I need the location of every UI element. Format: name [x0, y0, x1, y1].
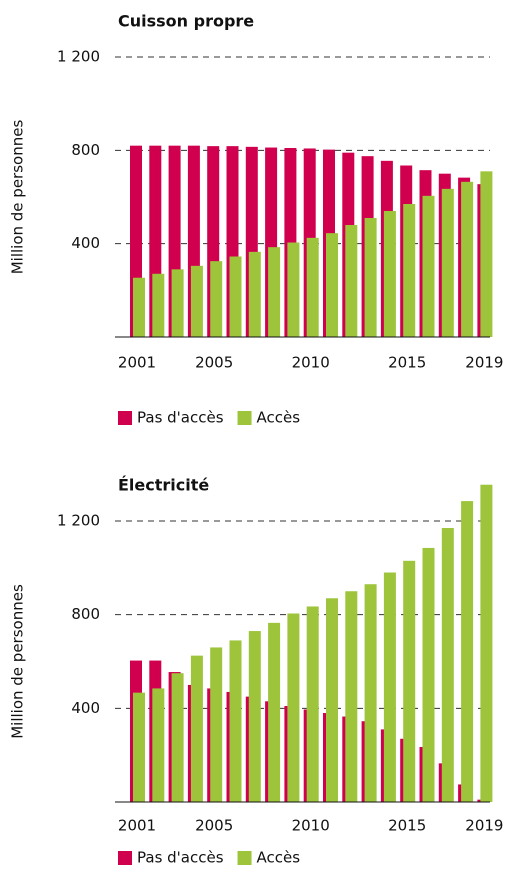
- bar: [326, 233, 338, 337]
- bar: [364, 218, 377, 337]
- bar: [326, 598, 338, 802]
- y-axis-label: Million de personnes: [9, 120, 27, 275]
- y-tick-label: 1 200: [57, 48, 100, 66]
- bar: [133, 277, 145, 337]
- bar: [190, 265, 203, 337]
- bar: [441, 188, 454, 337]
- bar: [364, 584, 377, 802]
- bar: [133, 692, 145, 802]
- bar: [229, 256, 242, 337]
- chart-title: Électricité: [118, 476, 209, 495]
- x-tick-label: 2015: [388, 817, 426, 835]
- x-tick-label: 2001: [118, 354, 156, 372]
- legend-swatch: [118, 411, 132, 425]
- x-tick-label: 2010: [292, 817, 330, 835]
- legend-swatch: [237, 411, 252, 425]
- bar: [152, 688, 165, 802]
- x-tick-label: 2005: [195, 354, 233, 372]
- chart-title: Cuisson propre: [118, 12, 254, 31]
- bar: [441, 528, 454, 802]
- x-tick-label: 2019: [465, 817, 503, 835]
- bar: [306, 606, 319, 802]
- bar: [345, 225, 358, 337]
- legend-label: Accès: [257, 849, 301, 867]
- x-tick-label: 2010: [292, 354, 330, 372]
- legend-swatch: [118, 851, 132, 865]
- bar: [152, 273, 165, 337]
- bar: [287, 242, 300, 337]
- bar: [461, 501, 474, 802]
- legend-label: Pas d'accès: [137, 849, 224, 867]
- x-tick-label: 2015: [388, 354, 426, 372]
- bar: [268, 622, 281, 802]
- legend-label: Accès: [257, 409, 301, 427]
- bar: [403, 204, 416, 337]
- y-tick-label: 400: [71, 699, 100, 717]
- y-tick-label: 400: [71, 234, 100, 252]
- bar: [306, 237, 319, 337]
- y-tick-label: 800: [71, 605, 100, 623]
- bar: [422, 547, 435, 802]
- legend-swatch: [237, 851, 252, 865]
- bar: [190, 655, 203, 802]
- bar: [245, 146, 258, 337]
- bar: [210, 647, 223, 802]
- x-tick-label: 2019: [465, 354, 503, 372]
- x-tick-label: 2001: [118, 817, 156, 835]
- bar: [287, 613, 300, 802]
- bar: [480, 484, 493, 802]
- y-tick-label: 800: [71, 141, 100, 159]
- bar: [171, 673, 184, 802]
- bar: [229, 640, 242, 802]
- bar: [345, 591, 358, 802]
- bar: [383, 211, 396, 337]
- bar: [268, 247, 281, 337]
- y-tick-label: 1 200: [57, 512, 100, 530]
- legend-label: Pas d'accès: [137, 409, 224, 427]
- bar: [422, 195, 435, 337]
- x-tick-label: 2005: [195, 817, 233, 835]
- bar: [461, 181, 474, 337]
- bar: [403, 560, 416, 802]
- bar: [248, 631, 261, 802]
- bar: [383, 572, 396, 802]
- bar: [480, 171, 493, 337]
- bar: [171, 269, 184, 337]
- bar: [210, 261, 223, 337]
- y-axis-label: Million de personnes: [9, 584, 27, 739]
- bar: [248, 251, 261, 337]
